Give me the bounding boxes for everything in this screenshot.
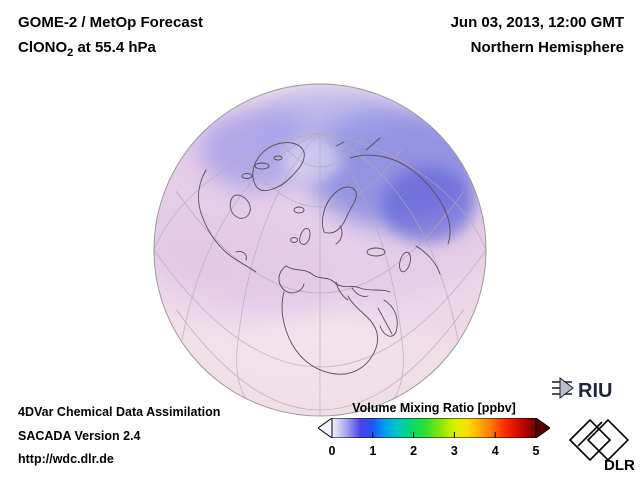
coastlines — [198, 137, 451, 375]
credit-line-version: SACADA Version 2.4 — [18, 428, 141, 443]
globe-outline — [153, 83, 487, 417]
credit-line-url: http://wdc.dlr.de — [18, 452, 114, 466]
pressure-level: at 55.4 hPa — [73, 39, 156, 56]
colorbar-gradient — [317, 417, 551, 439]
colorbar-tick-labels: 0 1 2 3 4 5 — [318, 444, 550, 459]
colorbar: Volume Mixing Ratio [ppbv] — [317, 401, 551, 459]
riu-logo-triangle-icon — [559, 376, 574, 400]
tick-label-1: 1 — [369, 444, 377, 458]
tick-label-5: 5 — [532, 444, 540, 458]
colorbar-tick-marks — [372, 432, 496, 438]
species-name: ClONO — [18, 39, 68, 56]
credit-line-assimilation: 4DVar Chemical Data Assimilation — [18, 405, 221, 419]
plot-title: GOME-2 / MetOp Forecast — [18, 14, 204, 31]
graticule-lines — [154, 132, 486, 416]
plot-subtitle: ClONO2 at 55.4 hPa — [18, 35, 203, 66]
riu-logo: RIU — [552, 374, 630, 409]
tick-label-2: 2 — [410, 444, 418, 458]
colorbar-title: Volume Mixing Ratio [ppbv] — [352, 401, 516, 415]
colorbar-bar — [331, 417, 537, 439]
tick-label-4: 4 — [491, 444, 499, 458]
mixing-ratio-field — [154, 86, 486, 337]
header-right: Jun 03, 2013, 12:00 GMT Northern Hemisph… — [451, 10, 624, 60]
species-subscript: 2 — [67, 47, 74, 59]
tick-label-3: 3 — [450, 444, 458, 458]
riu-logo-text: RIU — [578, 380, 612, 402]
dlr-logo-text: DLR — [604, 457, 635, 472]
credits: 4DVar Chemical Data Assimilation SACADA … — [18, 401, 220, 472]
plot-region: Northern Hemisphere — [470, 39, 624, 56]
dlr-logo-diamonds-icon — [568, 418, 630, 462]
colorbar-over-arrow — [535, 417, 551, 439]
plot-datetime: Jun 03, 2013, 12:00 GMT — [450, 14, 624, 31]
dlr-logo: DLR — [566, 412, 636, 477]
colorbar-under-arrow — [317, 417, 333, 439]
header-left: GOME-2 / MetOp Forecast ClONO2 at 55.4 h… — [18, 10, 203, 66]
tick-label-0: 0 — [328, 444, 336, 458]
